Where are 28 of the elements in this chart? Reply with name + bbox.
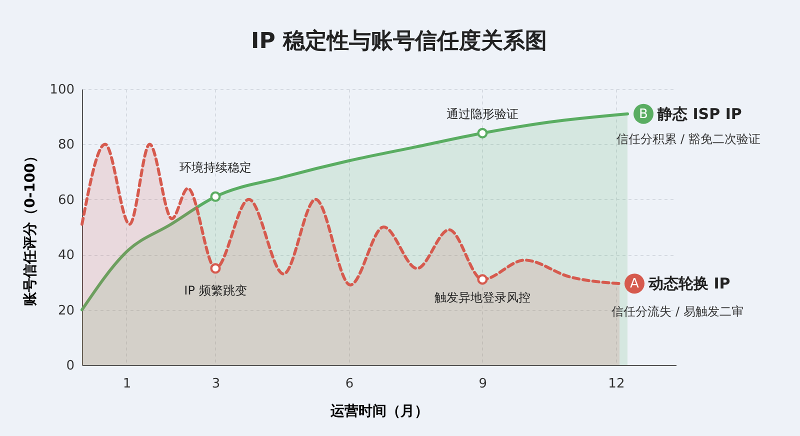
annotation: 触发异地登录风控 bbox=[434, 290, 530, 304]
annotation: B bbox=[639, 106, 648, 122]
x-tick-label: 3 bbox=[212, 376, 220, 392]
y-tick-label: 40 bbox=[58, 248, 74, 264]
annotation: 信任分积累 / 豁免二次验证 bbox=[616, 132, 760, 146]
point bbox=[477, 128, 488, 138]
annotation: 环境持续稳定 bbox=[179, 160, 252, 175]
chart-title: IP 稳定性与账号信任度关系图 bbox=[251, 28, 547, 54]
legend-label: 动态轮换 IP bbox=[647, 274, 730, 293]
annotation: 信任分流失 / 易触发二审 bbox=[612, 304, 744, 319]
legend-label: 静态 ISP IP bbox=[656, 104, 742, 123]
annotation: A bbox=[630, 276, 640, 292]
y-tick-label: 20 bbox=[58, 303, 74, 318]
y-axis-title: 账号信任评分（0-100） bbox=[22, 149, 39, 307]
y-tick-label: 0 bbox=[66, 358, 74, 374]
point bbox=[210, 191, 221, 202]
x-tick-label: 12 bbox=[608, 376, 625, 392]
y-tick-label: 80 bbox=[58, 138, 74, 153]
x-tick-label: 6 bbox=[345, 376, 354, 392]
y-tick-label: 100 bbox=[50, 82, 74, 98]
y-tick-label: 60 bbox=[58, 192, 74, 208]
point bbox=[477, 274, 488, 285]
x-tick-label: 1 bbox=[122, 376, 132, 392]
x-tick-label: 9 bbox=[478, 376, 488, 392]
x-axis-title: 运营时间（月） bbox=[330, 404, 428, 420]
annotation: 通过隐形验证 bbox=[446, 107, 518, 122]
annotation: IP 频繁跳变 bbox=[184, 283, 247, 298]
point bbox=[210, 263, 221, 274]
